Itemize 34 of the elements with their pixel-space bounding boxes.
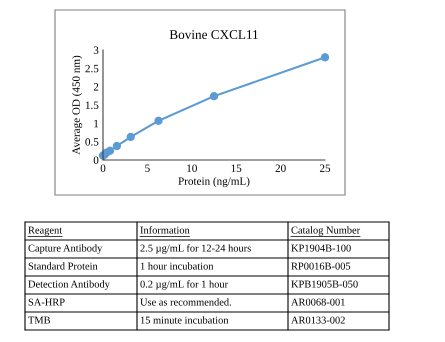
chart-title: Bovine CXCL11 [170, 30, 258, 40]
text: Information [140, 226, 190, 234]
text: Use as recommended. [140, 298, 232, 306]
x-tick-label: 5 [145, 164, 150, 172]
x-tick-label: 10 [187, 164, 197, 172]
text: AR0068-001 [291, 298, 345, 306]
text: 2.5 µg/mL for 12-24 hours [140, 244, 251, 254]
y-tick-label: 1 [94, 120, 98, 128]
y-axis-title: Average OD (450 nm) [72, 56, 82, 155]
text: Detection Antibody [28, 280, 110, 290]
text: AR0133-002 [291, 316, 345, 324]
text: KP1904B-100 [291, 244, 351, 252]
x-axis-title: Protein (ng/mL) [178, 177, 250, 188]
y-tick-label: 3 [94, 46, 98, 54]
text: RP0016B-005 [291, 262, 350, 270]
x-tick-label: 25 [320, 164, 330, 172]
text: Standard Protein [28, 262, 98, 270]
text: Catalog Number [291, 226, 360, 236]
text: Capture Antibody [28, 244, 102, 254]
y-tick-label: 1.5 [86, 102, 98, 110]
y-tick-label: 2 [94, 83, 98, 91]
text: Reagent [28, 226, 62, 236]
y-tick-label: 2.5 [85, 64, 98, 72]
x-tick-label: 20 [276, 164, 286, 172]
x-tick-label: 0 [100, 164, 106, 172]
x-tick-label: 15 [232, 164, 242, 172]
text: KPB1905B-050 [291, 280, 358, 288]
text: 0.2 µg/mL for 1 hour [140, 280, 228, 290]
y-tick-label: 0 [94, 156, 98, 164]
text: SA-HRP [28, 298, 65, 306]
text: 15 minute incubation [140, 316, 228, 324]
text: 1 hour incubation [140, 262, 214, 270]
y-tick-label: 0.5 [85, 138, 98, 146]
text: TMB [28, 316, 50, 324]
